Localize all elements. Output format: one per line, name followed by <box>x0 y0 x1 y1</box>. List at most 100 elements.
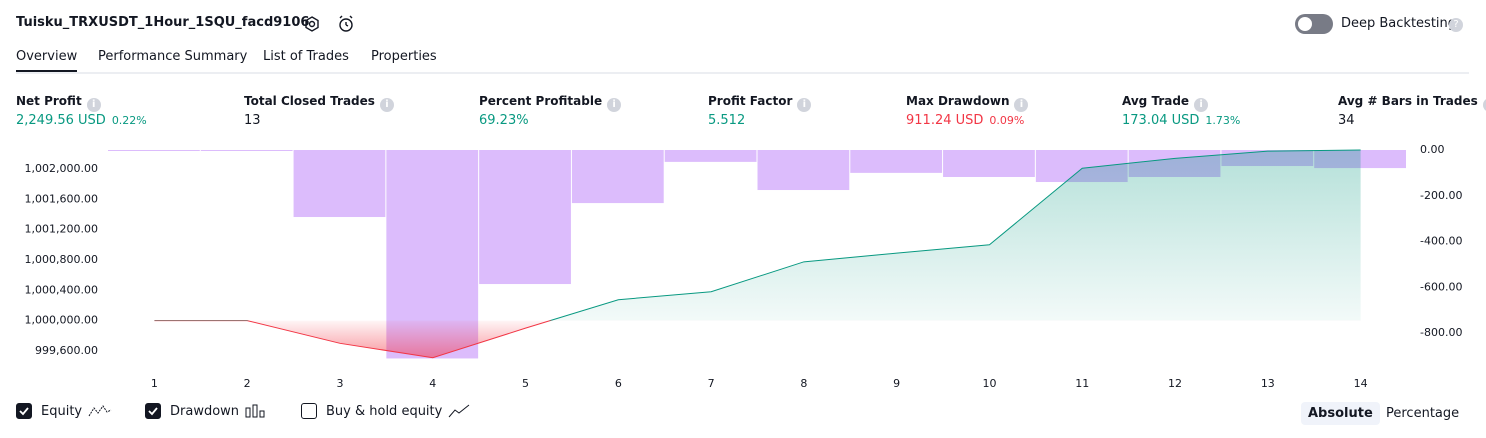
drawdown-bar <box>571 150 664 204</box>
metric-percent: 1.73% <box>1205 114 1241 127</box>
metric-percent: 0.22% <box>111 114 147 127</box>
checkbox-label: Drawdown <box>170 403 240 419</box>
metric-label-text: Net Profit <box>16 94 82 108</box>
drawdown-bar <box>479 150 571 285</box>
tab-separator <box>16 72 1469 74</box>
x-tick-label: 14 <box>1354 377 1368 390</box>
metric-label-text: Profit Factor <box>708 94 793 108</box>
drawdown-bar <box>943 150 1035 177</box>
drawdown-bar <box>757 150 850 191</box>
info-icon[interactable]: i <box>607 98 622 112</box>
metric-value: 2,249.56 USD 0.22% <box>16 113 147 128</box>
deep-backtesting-toggle[interactable] <box>1295 14 1333 34</box>
legend-icon <box>448 404 470 418</box>
y-tick-label: 1,000,000.00 <box>25 314 98 327</box>
mode-button[interactable]: Percentage <box>1386 406 1460 421</box>
drawdown-bar <box>108 150 200 151</box>
metric-value-text: 69.23% <box>479 113 529 128</box>
strategy-title: Tuisku_TRXUSDT_1Hour_1SQU_facd9106 <box>16 15 310 30</box>
x-tick-label: 3 <box>336 377 343 390</box>
metric-value-text: 13 <box>244 113 261 128</box>
info-icon[interactable]: i <box>1014 98 1029 112</box>
drawdown-bar <box>200 150 293 151</box>
title-icons <box>305 15 353 32</box>
alert-icon[interactable] <box>339 15 353 32</box>
metric-value-text: 5.512 <box>708 113 746 128</box>
info-icon[interactable]: i <box>86 98 101 112</box>
x-tick-label: 2 <box>244 377 251 390</box>
checkbox[interactable] <box>16 403 32 419</box>
y2-tick-label: -800.00 <box>1420 326 1462 339</box>
x-tick-label: 8 <box>800 377 807 390</box>
checkbox-label: Equity <box>41 403 83 419</box>
checkbox-row[interactable]: Drawdown <box>145 403 267 419</box>
metric-percent: 0.09% <box>989 114 1025 127</box>
metric-value-text: 34 <box>1338 113 1355 128</box>
y2-tick-label: -200.00 <box>1420 189 1462 202</box>
metric-value: 911.24 USD 0.09% <box>906 113 1024 128</box>
tab[interactable]: Overview <box>16 49 78 73</box>
tab[interactable]: Performance Summary <box>98 49 248 64</box>
info-icon[interactable]: i <box>379 98 394 112</box>
y-tick-label: 999,600.00 <box>35 344 98 357</box>
x-tick-label: 6 <box>615 377 622 390</box>
drawdown-bar <box>850 150 943 173</box>
legend-icon <box>88 404 112 418</box>
metric-label: Total Closed Trades i <box>244 94 394 112</box>
x-tick-label: 4 <box>429 377 436 390</box>
metric-value: 69.23% <box>479 113 529 128</box>
metric-label-text: Total Closed Trades <box>244 94 375 108</box>
checkbox-label: Buy & hold equity <box>326 403 443 419</box>
x-tick-label: 10 <box>982 377 996 390</box>
y2-tick-label: 0.00 <box>1420 143 1445 156</box>
info-icon[interactable]: i <box>1194 98 1209 112</box>
drawdown-bar <box>664 150 757 162</box>
metric-label-text: Max Drawdown <box>906 94 1010 108</box>
metric-label-text: Percent Profitable <box>479 94 603 108</box>
y-tick-label: 1,002,000.00 <box>25 162 98 175</box>
x-tick-label: 5 <box>522 377 529 390</box>
info-icon[interactable]: i <box>1482 98 1486 112</box>
checkbox-row[interactable]: Equity <box>16 403 112 419</box>
x-tick-label: 12 <box>1168 377 1182 390</box>
x-tick-label: 1 <box>151 377 158 390</box>
x-tick-label: 9 <box>893 377 900 390</box>
equity-line <box>154 149 1361 359</box>
metric-label-text: Avg # Bars in Trades <box>1338 94 1478 108</box>
help-icon[interactable]: ? <box>1449 18 1463 32</box>
metric-label: Avg # Bars in Trades i <box>1338 94 1486 112</box>
x-tick-label: 7 <box>708 377 715 390</box>
settings-icon[interactable] <box>305 16 319 32</box>
y-tick-label: 1,001,200.00 <box>25 223 98 236</box>
checkbox-row[interactable]: Buy & hold equity <box>301 403 470 419</box>
info-icon[interactable]: i <box>797 98 812 112</box>
checkbox[interactable] <box>145 403 161 419</box>
y2-tick-label: -400.00 <box>1420 235 1462 248</box>
y-tick-label: 1,000,400.00 <box>25 283 98 296</box>
equity-area <box>154 150 1361 358</box>
x-tick-label: 11 <box>1075 377 1089 390</box>
x-tick-label: 13 <box>1261 377 1275 390</box>
deep-backtesting-label: Deep Backtesting <box>1341 16 1457 31</box>
metric-value-text: 173.04 USD <box>1122 113 1200 128</box>
y-tick-label: 1,001,600.00 <box>25 192 98 205</box>
mode-button[interactable]: Absolute <box>1301 402 1380 425</box>
y2-tick-label: -600.00 <box>1420 280 1462 293</box>
checkbox[interactable] <box>301 403 317 419</box>
drawdown-bar <box>293 150 386 218</box>
metric-label: Max Drawdown i <box>906 94 1029 112</box>
legend-icon <box>245 404 267 418</box>
metric-value: 13 <box>244 113 261 128</box>
metric-label: Percent Profitable i <box>479 94 622 112</box>
metric-label-text: Avg Trade <box>1122 94 1190 108</box>
metric-value: 34 <box>1338 113 1355 128</box>
metric-value: 5.512 <box>708 113 745 128</box>
tab[interactable]: List of Trades <box>263 49 349 64</box>
metric-label: Profit Factor i <box>708 94 812 112</box>
metric-label: Avg Trade i <box>1122 94 1209 112</box>
metric-value-text: 911.24 USD <box>906 113 984 128</box>
metric-value: 173.04 USD 1.73% <box>1122 113 1240 128</box>
tab[interactable]: Properties <box>371 49 437 64</box>
metric-value-text: 2,249.56 USD <box>16 113 106 128</box>
